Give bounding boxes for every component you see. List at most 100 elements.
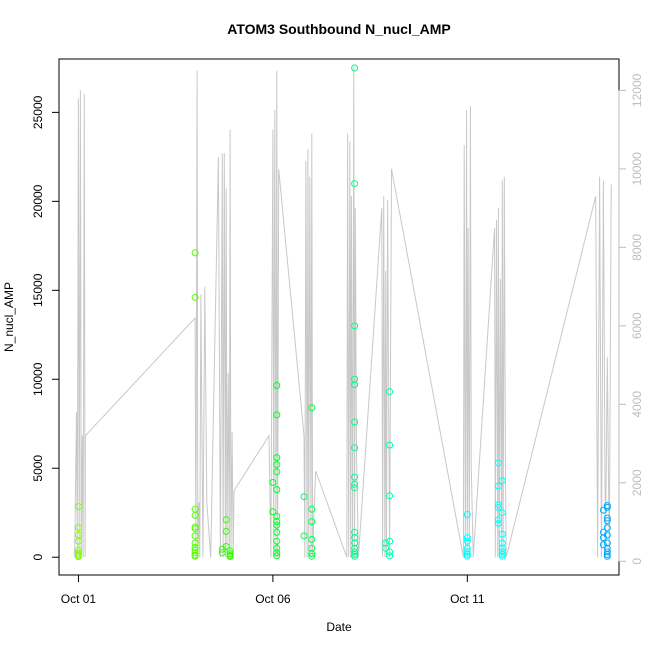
- data-point: [494, 503, 502, 511]
- data-point: [226, 553, 234, 560]
- data-point: [498, 539, 506, 547]
- data-point: [386, 388, 394, 396]
- data-point: [599, 541, 607, 549]
- chart-title: ATOM3 Southbound N_nucl_AMP: [227, 21, 450, 37]
- data-point: [386, 492, 394, 500]
- data-point: [273, 549, 281, 557]
- data-point: [74, 553, 82, 561]
- data-point: [273, 486, 281, 494]
- data-point: [351, 528, 359, 536]
- y-tick-label: 0: [31, 554, 45, 561]
- data-point: [218, 549, 226, 557]
- data-point: [269, 479, 277, 486]
- data-point: [386, 552, 394, 560]
- data-point: [191, 249, 199, 257]
- data-point: [191, 543, 199, 551]
- data-point: [498, 477, 506, 485]
- data-point: [351, 418, 359, 426]
- data-point: [273, 468, 281, 476]
- data-point: [494, 482, 502, 490]
- data-point: [308, 544, 316, 552]
- y-tick-label: 15000: [31, 273, 45, 307]
- data-point: [191, 532, 199, 540]
- data-point: [463, 534, 471, 542]
- data-point: [273, 518, 281, 526]
- data-point: [351, 381, 359, 389]
- data-point: [191, 293, 199, 301]
- data-point: [494, 519, 502, 527]
- data-point: [308, 505, 316, 513]
- x-tick-label: Oct 06: [255, 592, 291, 606]
- data-point: [603, 552, 611, 560]
- y-axis-right: 0 2000 4000 6000 8000 10000 12000: [618, 73, 644, 565]
- data-point: [308, 518, 316, 526]
- data-point: [463, 548, 471, 556]
- data-point: [74, 537, 82, 545]
- data-point: [273, 512, 281, 520]
- data-point: [498, 509, 506, 517]
- data-point: [273, 552, 281, 560]
- data-point: [273, 382, 281, 389]
- y2-tick-label: 10000: [630, 152, 644, 186]
- data-point: [494, 459, 502, 467]
- y2-tick-label: 0: [630, 558, 644, 565]
- data-point: [386, 548, 394, 556]
- data-point: [273, 537, 281, 545]
- data-point: [498, 548, 506, 556]
- data-point: [351, 64, 359, 72]
- data-point: [222, 516, 230, 524]
- line-trace-layer: [74, 66, 612, 558]
- data-point: [308, 550, 316, 558]
- data-point: [351, 534, 359, 542]
- data-point: [463, 537, 471, 545]
- data-point: [603, 548, 611, 556]
- data-point: [351, 548, 359, 556]
- y2-tick-label: 6000: [630, 312, 644, 339]
- data-point: [273, 521, 281, 529]
- data-point: [603, 539, 611, 547]
- y2-tick-label: 8000: [630, 234, 644, 261]
- data-point: [273, 461, 281, 469]
- y-tick-label: 25000: [31, 95, 45, 129]
- data-point: [382, 539, 390, 547]
- data-point: [603, 531, 611, 539]
- data-point: [351, 480, 359, 488]
- data-point: [273, 544, 281, 552]
- x-axis-label: Date: [326, 620, 352, 634]
- data-point: [222, 527, 230, 535]
- y-axis-left: 0 5000 10000 15000 20000 25000: [31, 95, 60, 561]
- data-point: [494, 501, 502, 509]
- data-point: [191, 549, 199, 557]
- data-point: [351, 375, 359, 383]
- y2-tick-label: 4000: [630, 391, 644, 418]
- data-point: [386, 441, 394, 449]
- y-tick-label: 10000: [31, 362, 45, 396]
- data-point: [300, 532, 308, 540]
- data-point: [603, 517, 611, 525]
- data-point: [351, 484, 359, 492]
- data-point: [308, 404, 316, 412]
- data-point: [494, 516, 502, 524]
- data-point: [273, 528, 281, 536]
- data-point: [222, 543, 230, 550]
- data-point: [269, 508, 277, 516]
- data-point: [382, 544, 390, 552]
- x-axis: Oct 01 Oct 06 Oct 11: [61, 574, 485, 606]
- y2-tick-label: 12000: [630, 73, 644, 107]
- data-point: [300, 493, 308, 501]
- data-point: [603, 503, 611, 511]
- y2-tick-label: 2000: [630, 469, 644, 496]
- data-point: [74, 503, 82, 510]
- x-tick-label: Oct 01: [61, 592, 97, 606]
- data-point: [603, 524, 611, 532]
- data-point: [273, 454, 281, 462]
- data-point: [351, 539, 359, 547]
- y-tick-label: 20000: [31, 184, 45, 218]
- x-tick-label: Oct 11: [450, 592, 485, 606]
- data-point: [273, 411, 281, 419]
- data-point: [351, 180, 359, 188]
- data-point: [463, 511, 471, 518]
- data-point: [498, 552, 506, 560]
- data-point: [463, 552, 471, 560]
